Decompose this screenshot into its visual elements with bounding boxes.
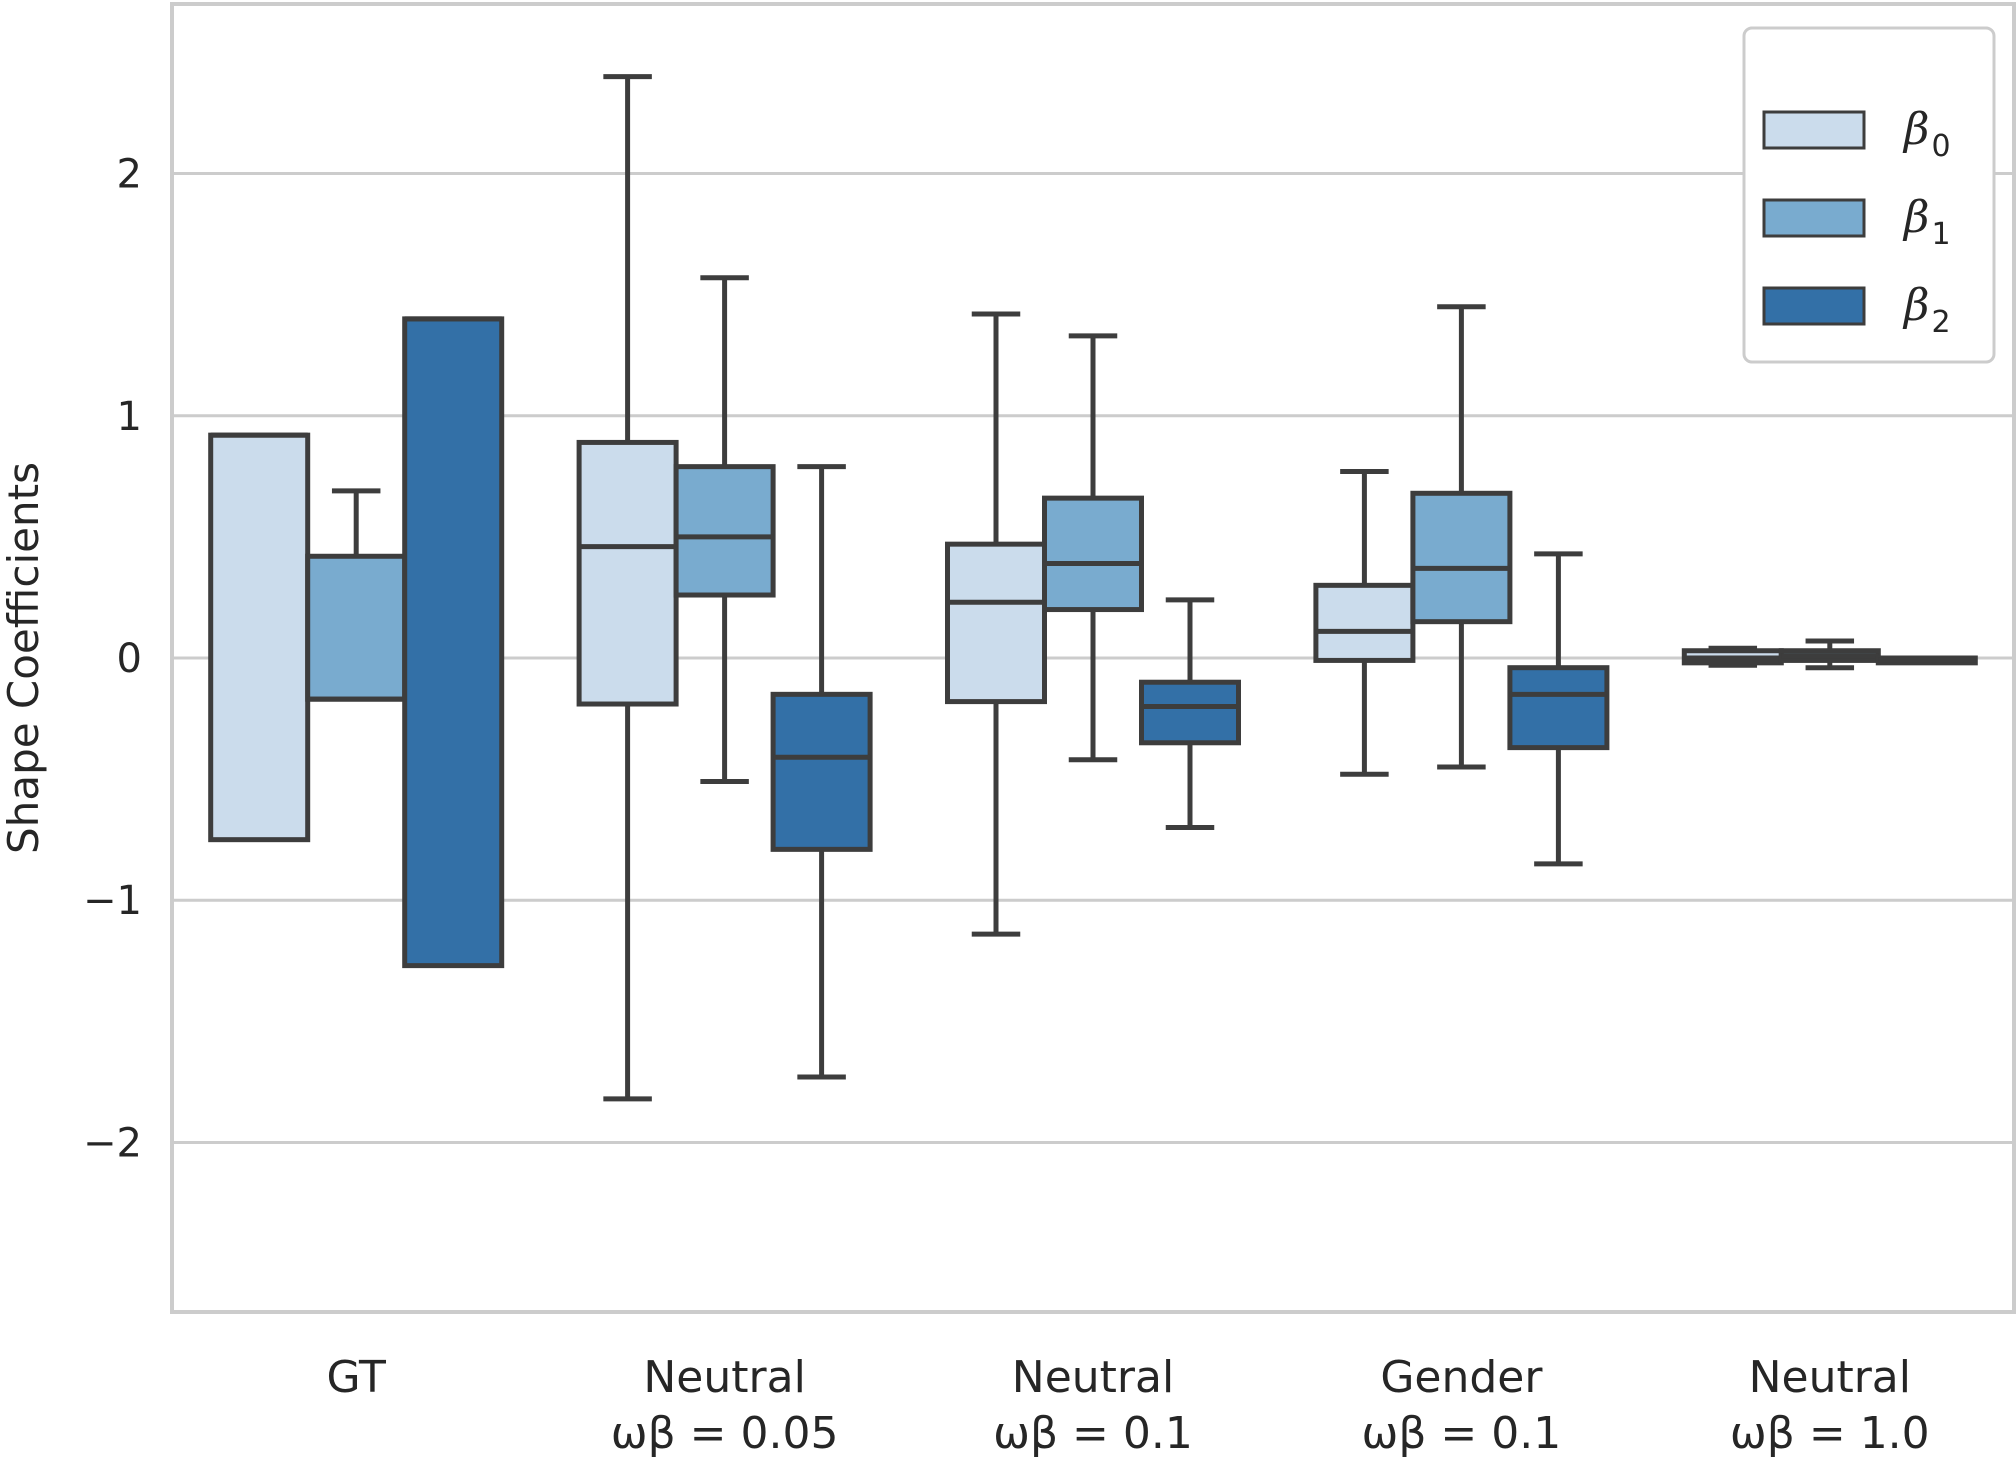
plot-frame	[170, 2, 2016, 1314]
box-body	[402, 316, 505, 969]
y-tick-label: 1	[117, 394, 142, 440]
y-tick-label: −1	[83, 878, 142, 924]
box-body	[1042, 495, 1144, 613]
box-1-2	[770, 464, 873, 1080]
y-axis-label: Shape Coefficients	[0, 462, 48, 854]
legend-subscript: 2	[1931, 305, 1950, 340]
box-body	[770, 691, 873, 852]
x-category-sublabel: ωβ = 0.1	[993, 1408, 1193, 1459]
box-3-2	[1507, 551, 1610, 867]
box-body	[208, 432, 311, 843]
box-body	[673, 464, 776, 598]
x-category-label: GT	[326, 1352, 386, 1403]
box-body	[1139, 679, 1241, 746]
box-3-1	[1410, 304, 1513, 770]
legend-swatch	[1762, 286, 1866, 326]
y-tick-label: −2	[83, 1120, 142, 1166]
box-2-1	[1042, 333, 1144, 763]
box-body	[576, 439, 679, 707]
box-2-2	[1139, 597, 1241, 831]
x-category-label: Neutral	[1012, 1352, 1174, 1403]
box-body	[305, 553, 408, 702]
box-series	[208, 74, 1978, 1102]
x-category-label: Neutral	[1749, 1352, 1911, 1403]
x-category-sublabel: ωβ = 1.0	[1730, 1408, 1930, 1459]
legend-swatch	[1762, 110, 1866, 150]
x-category-sublabel: ωβ = 0.1	[1362, 1408, 1562, 1459]
legend-subscript: 1	[1931, 217, 1950, 252]
box-4-1	[1778, 638, 1881, 671]
box-body	[945, 541, 1047, 705]
box-body	[1507, 665, 1610, 751]
x-category-sublabel: ωβ = 0.05	[611, 1408, 839, 1459]
legend-subscript: 0	[1931, 129, 1950, 164]
box-0-2	[402, 316, 505, 969]
box-1-1	[673, 275, 776, 785]
box-4-2	[1875, 655, 1978, 666]
y-tick-labels: 2 1 0 −1 −2	[83, 152, 142, 1167]
box-0-0	[208, 432, 311, 843]
box-4-0	[1681, 645, 1784, 668]
box-2-0	[945, 311, 1047, 937]
box-0-1	[305, 488, 408, 702]
box-body	[1410, 490, 1513, 625]
y-tick-label: 2	[117, 152, 142, 198]
x-category-label: Gender	[1380, 1352, 1543, 1403]
box-body	[1313, 582, 1416, 663]
legend-swatch	[1762, 198, 1866, 238]
x-category-label: Neutral	[643, 1352, 805, 1403]
box-1-0	[576, 74, 679, 1102]
box-3-0	[1313, 468, 1416, 777]
y-tick-label: 0	[117, 636, 142, 682]
